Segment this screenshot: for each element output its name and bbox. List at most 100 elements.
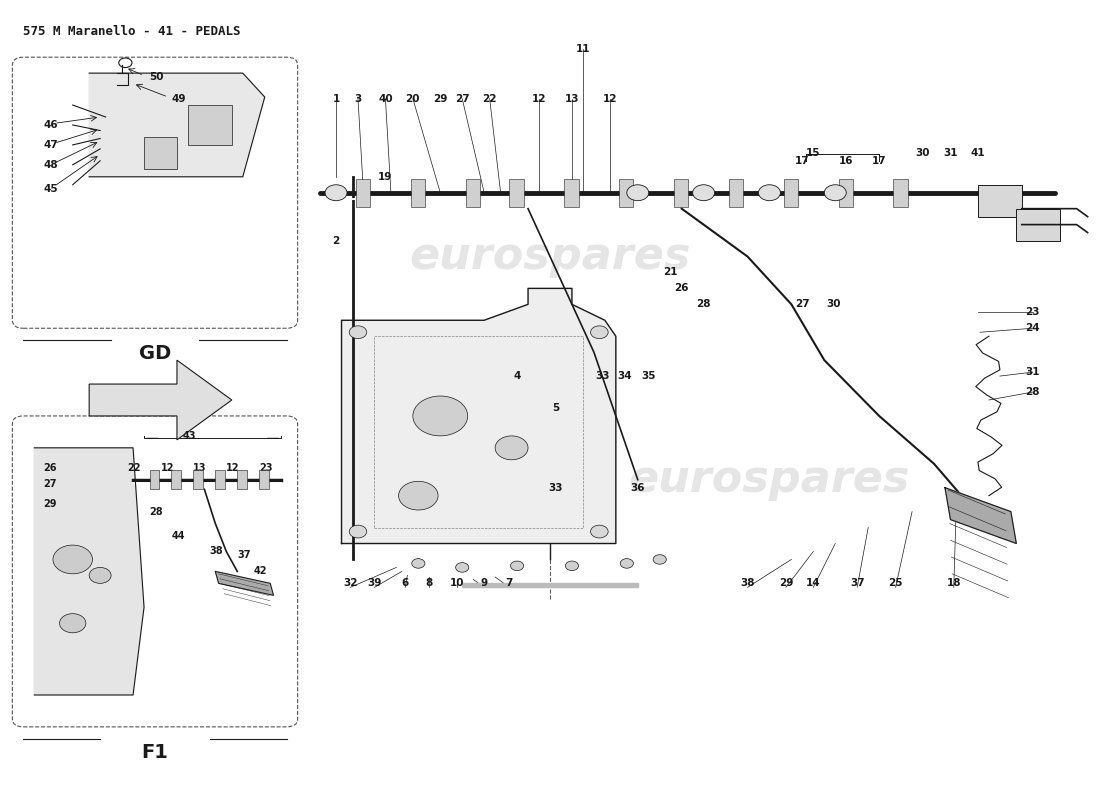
Text: 27: 27	[795, 299, 810, 310]
Text: 37: 37	[238, 550, 251, 561]
Text: 49: 49	[172, 94, 186, 104]
Polygon shape	[34, 448, 144, 695]
Text: 29: 29	[779, 578, 793, 588]
Text: eurospares: eurospares	[629, 458, 910, 502]
Text: 575 M Maranello - 41 - PEDALS: 575 M Maranello - 41 - PEDALS	[23, 26, 241, 38]
Circle shape	[824, 185, 846, 201]
Text: 29: 29	[43, 498, 56, 509]
Bar	[893, 179, 907, 207]
Bar	[260, 470, 270, 490]
Text: 36: 36	[630, 482, 645, 493]
Text: 15: 15	[806, 148, 821, 158]
Text: 10: 10	[450, 578, 464, 588]
Text: 19: 19	[378, 172, 393, 182]
Circle shape	[591, 525, 608, 538]
Bar	[783, 179, 798, 207]
Circle shape	[412, 396, 468, 436]
Text: 25: 25	[889, 578, 903, 588]
Circle shape	[759, 185, 780, 201]
Bar	[238, 470, 248, 490]
Text: 47: 47	[43, 140, 58, 150]
Bar	[1016, 209, 1060, 241]
Bar	[509, 179, 524, 207]
Text: 33: 33	[595, 371, 609, 381]
Bar	[978, 185, 1022, 217]
Text: 42: 42	[254, 566, 267, 577]
Text: 23: 23	[1025, 307, 1040, 318]
Circle shape	[653, 554, 667, 564]
Text: 31: 31	[943, 148, 958, 158]
Bar	[355, 179, 370, 207]
Circle shape	[591, 326, 608, 338]
Bar	[172, 470, 182, 490]
Circle shape	[510, 561, 524, 570]
Text: 38: 38	[740, 578, 755, 588]
Bar	[674, 179, 689, 207]
Text: 11: 11	[575, 44, 591, 54]
Bar	[465, 179, 480, 207]
Polygon shape	[216, 571, 274, 595]
Text: 43: 43	[183, 431, 196, 441]
Bar	[188, 105, 232, 145]
Bar	[619, 179, 634, 207]
Text: 6: 6	[402, 578, 409, 588]
Circle shape	[693, 185, 715, 201]
Circle shape	[349, 326, 366, 338]
Text: 40: 40	[378, 94, 393, 104]
Bar	[216, 470, 225, 490]
Circle shape	[455, 562, 469, 572]
Text: 12: 12	[603, 94, 617, 104]
Text: 46: 46	[43, 120, 57, 130]
Text: 38: 38	[210, 546, 223, 557]
Text: 3: 3	[354, 94, 362, 104]
Text: F1: F1	[142, 743, 168, 762]
Text: 17: 17	[795, 156, 810, 166]
Text: 9: 9	[481, 578, 487, 588]
Bar	[194, 470, 204, 490]
Circle shape	[326, 185, 346, 201]
Text: 4: 4	[514, 371, 520, 381]
Text: 27: 27	[43, 478, 56, 489]
Bar	[150, 470, 160, 490]
Text: 32: 32	[343, 578, 358, 588]
Polygon shape	[462, 583, 638, 587]
Bar	[729, 179, 744, 207]
Text: 21: 21	[663, 267, 678, 278]
Text: 2: 2	[332, 235, 340, 246]
Text: 30: 30	[916, 148, 931, 158]
Text: 34: 34	[617, 371, 631, 381]
Text: 37: 37	[850, 578, 865, 588]
Text: 16: 16	[839, 156, 854, 166]
Text: 26: 26	[43, 462, 56, 473]
Text: 12: 12	[531, 94, 547, 104]
Circle shape	[620, 558, 634, 568]
Text: 14: 14	[806, 578, 821, 588]
Text: 28: 28	[696, 299, 711, 310]
Circle shape	[349, 525, 366, 538]
Text: 44: 44	[172, 530, 185, 541]
Text: 22: 22	[483, 94, 497, 104]
Text: 1: 1	[332, 94, 340, 104]
Circle shape	[53, 545, 92, 574]
Circle shape	[89, 567, 111, 583]
Text: 13: 13	[194, 462, 207, 473]
Text: 48: 48	[43, 160, 57, 170]
Circle shape	[565, 561, 579, 570]
Text: 41: 41	[970, 148, 986, 158]
Text: 12: 12	[161, 462, 174, 473]
Text: 27: 27	[455, 94, 470, 104]
Text: 24: 24	[1025, 323, 1041, 334]
Text: 13: 13	[564, 94, 580, 104]
Text: 7: 7	[506, 578, 513, 588]
Polygon shape	[945, 488, 1016, 543]
Text: 23: 23	[260, 462, 273, 473]
Circle shape	[627, 185, 649, 201]
Text: 29: 29	[433, 94, 448, 104]
Text: 17: 17	[872, 156, 887, 166]
Circle shape	[59, 614, 86, 633]
Circle shape	[411, 558, 425, 568]
Text: 39: 39	[367, 578, 382, 588]
Text: 12: 12	[227, 462, 240, 473]
Text: 26: 26	[674, 283, 689, 294]
Circle shape	[398, 482, 438, 510]
